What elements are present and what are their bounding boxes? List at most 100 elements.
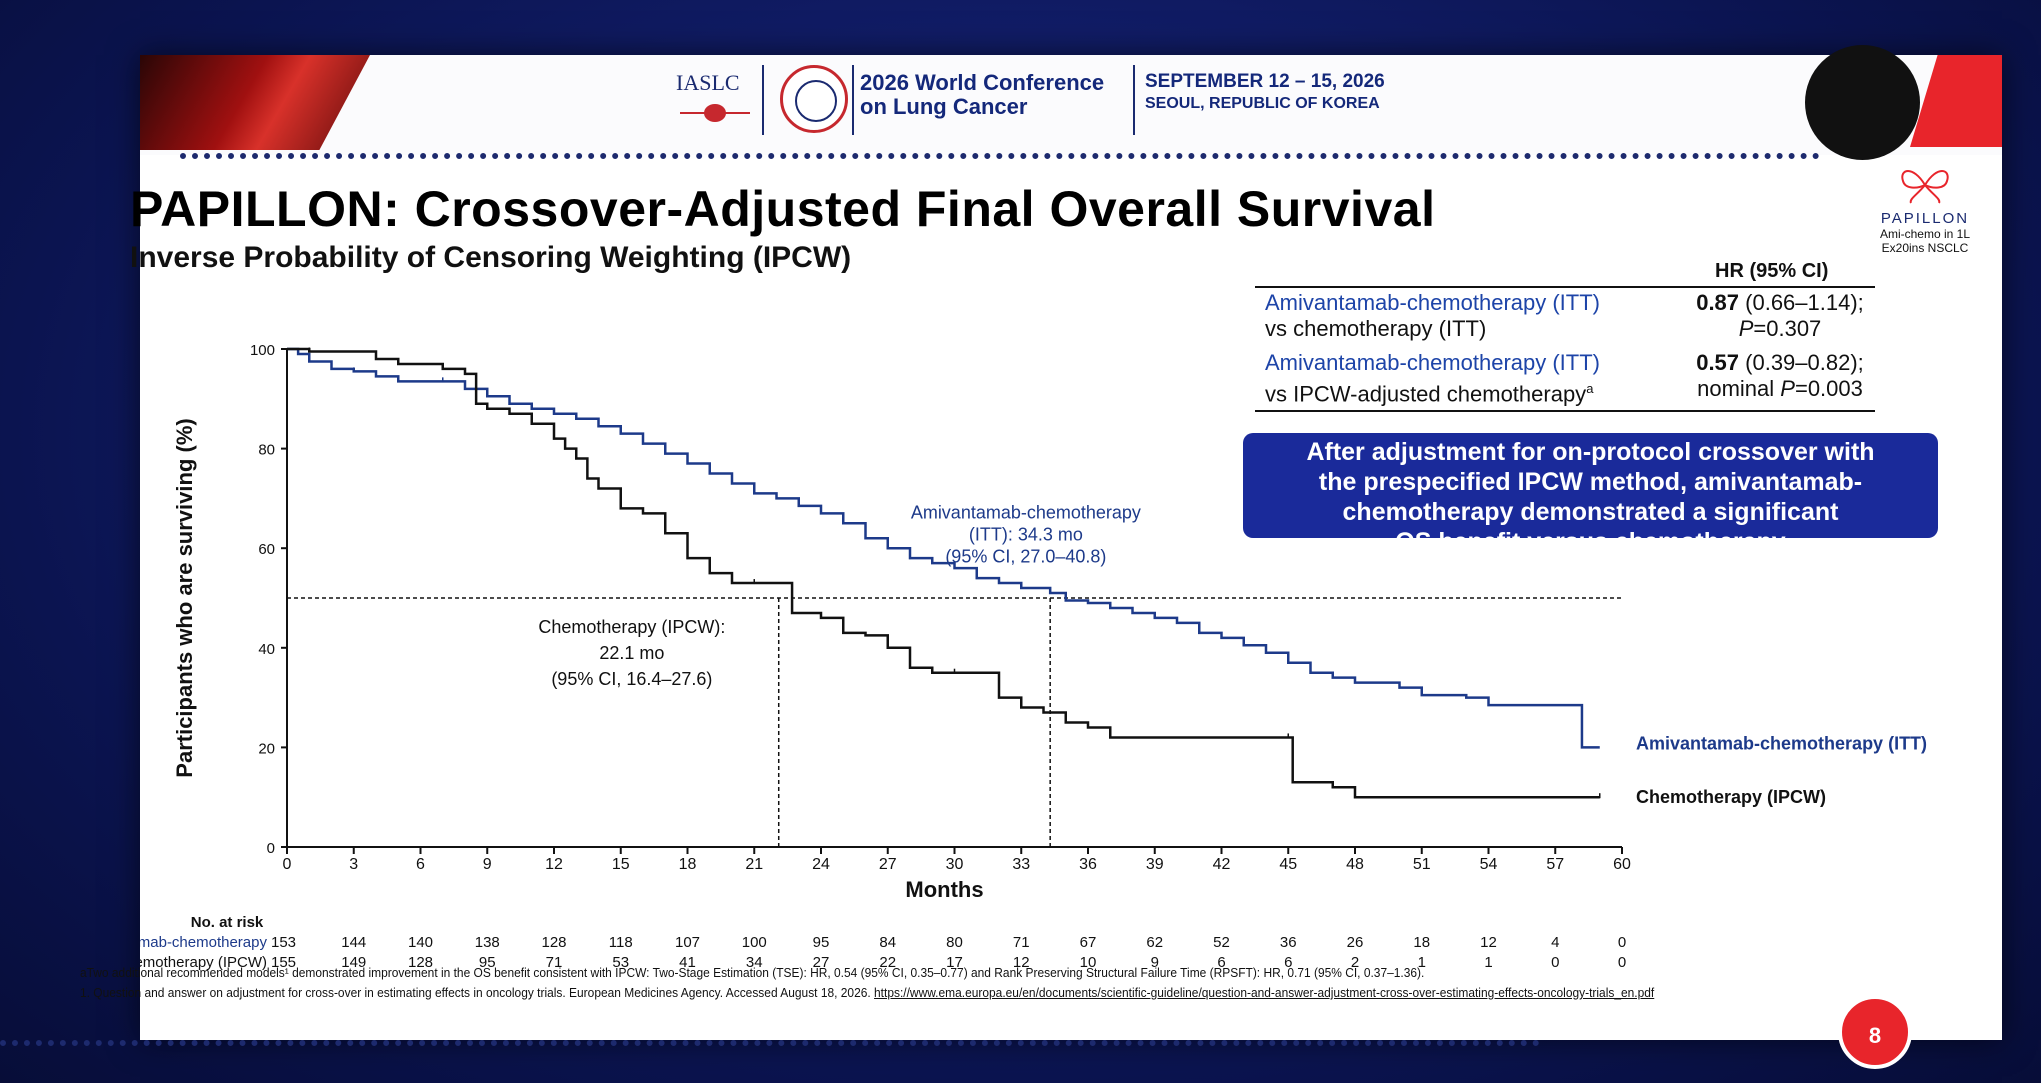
risk-value: 128 xyxy=(541,934,566,951)
x-tick-label: 3 xyxy=(349,856,358,873)
risk-value: 12 xyxy=(1013,954,1030,971)
risk-value: 36 xyxy=(1280,934,1297,951)
risk-table-header: No. at risk xyxy=(191,914,264,931)
footnotes: aTwo additional recommended models¹ demo… xyxy=(80,963,1782,1003)
hr-row-1-arm1: Amivantamab-chemotherapy (ITT) xyxy=(1265,290,1600,315)
risk-value: 71 xyxy=(1013,934,1030,951)
hr-row-1-hr: 0.87 xyxy=(1696,290,1740,315)
risk-value: 155 xyxy=(271,954,296,971)
lung-icon xyxy=(680,104,750,122)
x-tick-label: 30 xyxy=(946,856,964,873)
series-legend-label: Chemotherapy (IPCW) xyxy=(1636,787,1826,807)
iaslc-logo: IASLC xyxy=(676,70,740,95)
hr-row-2-p-label: P xyxy=(1780,376,1795,401)
chemotherapy-median-annotation: 22.1 mo xyxy=(599,643,664,663)
risk-value: 140 xyxy=(408,934,433,951)
amivantamab-median-annotation: Amivantamab-chemotherapy xyxy=(911,502,1141,522)
x-tick-label: 9 xyxy=(483,856,492,873)
papillon-logo-sub1: Ami-chemo in 1L xyxy=(1879,227,1971,241)
chemotherapy-median-annotation: Chemotherapy (IPCW): xyxy=(538,617,725,637)
risk-value: 6 xyxy=(1217,954,1225,971)
banner-decoration-circle xyxy=(1805,45,1920,160)
risk-value: 100 xyxy=(742,934,767,951)
y-tick-label: 60 xyxy=(258,541,275,558)
risk-value: 107 xyxy=(675,934,700,951)
risk-value: 22 xyxy=(879,954,896,971)
risk-value: 149 xyxy=(341,954,366,971)
risk-value: 128 xyxy=(408,954,433,971)
conference-banner: IASLC 2026 World Conference on Lung Canc… xyxy=(140,45,2002,160)
hr-row-1-p-value: =0.307 xyxy=(1753,316,1822,341)
risk-value: 26 xyxy=(1347,934,1364,951)
hr-table-bottom-rule xyxy=(1255,410,1875,412)
hr-row-2-hr: 0.57 xyxy=(1696,350,1740,375)
y-tick-label: 20 xyxy=(258,740,275,757)
hr-table-header: HR (95% CI) xyxy=(1715,260,1829,282)
footnote-ref1: 1. Question and answer on adjustment for… xyxy=(80,985,871,1000)
banner-separator xyxy=(852,65,854,135)
butterfly-icon xyxy=(1901,170,1949,204)
risk-value: 17 xyxy=(946,954,963,971)
x-tick-label: 51 xyxy=(1413,856,1431,873)
risk-value: 71 xyxy=(546,954,563,971)
slide: IASLC 2026 World Conference on Lung Canc… xyxy=(0,45,2002,1069)
x-tick-label: 6 xyxy=(416,856,425,873)
x-tick-label: 36 xyxy=(1079,856,1097,873)
hr-row-2-arm1: Amivantamab-chemotherapy (ITT) xyxy=(1265,350,1600,375)
hr-row-1-ci: (0.66–1.14); xyxy=(1739,290,1864,315)
slide-title: PAPILLON: Crossover-Adjusted Final Overa… xyxy=(130,181,1436,237)
x-tick-label: 18 xyxy=(679,856,697,873)
risk-value: 0 xyxy=(1618,954,1626,971)
x-tick-label: 45 xyxy=(1279,856,1297,873)
x-tick-label: 12 xyxy=(545,856,563,873)
hr-row-1-arms: Amivantamab-chemotherapy (ITT) vs chemot… xyxy=(1265,290,1665,342)
hr-row-1-p-label: P xyxy=(1738,316,1754,341)
callout-line3: chemotherapy demonstrated a significant xyxy=(1342,498,1839,526)
x-tick-label: 48 xyxy=(1346,856,1364,873)
conference-title-line1: 2026 World Conference xyxy=(860,70,1105,95)
amivantamab-median-annotation: (ITT): 34.3 mo xyxy=(969,524,1083,544)
risk-value: 18 xyxy=(1413,934,1430,951)
hr-row-1-arm2: vs chemotherapy (ITT) xyxy=(1265,316,1487,341)
x-tick-label: 60 xyxy=(1613,856,1631,873)
hr-row-2-p-value: =0.003 xyxy=(1794,376,1863,401)
x-tick-label: 54 xyxy=(1480,856,1498,873)
risk-value: 138 xyxy=(475,934,500,951)
risk-value: 84 xyxy=(879,934,896,951)
chemotherapy-median-annotation: (95% CI, 16.4–27.6) xyxy=(551,669,712,689)
conference-title-line2: on Lung Cancer xyxy=(860,94,1028,119)
y-tick-label: 40 xyxy=(258,641,275,658)
x-tick-label: 39 xyxy=(1146,856,1164,873)
callout-line4: OS benefit versus chemotherapy xyxy=(1395,528,1786,556)
x-tick-label: 33 xyxy=(1012,856,1030,873)
risk-value: 4 xyxy=(1551,934,1559,951)
footnote-ref1-link[interactable]: https://www.ema.europa.eu/en/documents/s… xyxy=(874,985,1655,1000)
conference-location: SEOUL, REPUBLIC OF KOREA xyxy=(1145,95,1380,112)
risk-value: 95 xyxy=(813,934,830,951)
series-legend-label: Amivantamab-chemotherapy (ITT) xyxy=(1636,733,1927,753)
risk-value: 2 xyxy=(1351,954,1359,971)
km-curve-amivantamab xyxy=(287,347,1600,749)
x-axis-title: Months xyxy=(905,877,983,902)
banner-dotted-divider xyxy=(180,153,1820,159)
y-axis-title: Participants who are surviving (%) xyxy=(172,418,197,777)
risk-value: 9 xyxy=(1151,954,1159,971)
conference-date-line1: SEPTEMBER 12 – 15, 2026 xyxy=(1145,71,1385,92)
hr-row-2-arm2: vs IPCW-adjusted chemotherapy xyxy=(1265,381,1587,407)
risk-value: 6 xyxy=(1284,954,1292,971)
x-tick-label: 24 xyxy=(812,856,830,873)
callout-line2: the prespecified IPCW method, amivantama… xyxy=(1318,468,1863,496)
risk-value: 12 xyxy=(1480,934,1497,951)
hr-row-2-ci: (0.39–0.82); xyxy=(1739,350,1864,375)
conference-date: SEPTEMBER 12 – 15, 2026 SEOUL, REPUBLIC … xyxy=(1145,71,1445,115)
risk-value: 53 xyxy=(612,954,629,971)
key-finding-callout: After adjustment for on-protocol crossov… xyxy=(1243,433,1938,556)
page-number: 8 xyxy=(1838,995,1912,1069)
slide-subtitle: Inverse Probability of Censoring Weighti… xyxy=(130,241,852,274)
risk-value: 153 xyxy=(271,934,296,951)
y-tick-label: 0 xyxy=(267,840,275,857)
x-tick-label: 27 xyxy=(879,856,897,873)
amivantamab-median-annotation: (95% CI, 27.0–40.8) xyxy=(945,546,1106,566)
risk-value: 52 xyxy=(1213,934,1230,951)
